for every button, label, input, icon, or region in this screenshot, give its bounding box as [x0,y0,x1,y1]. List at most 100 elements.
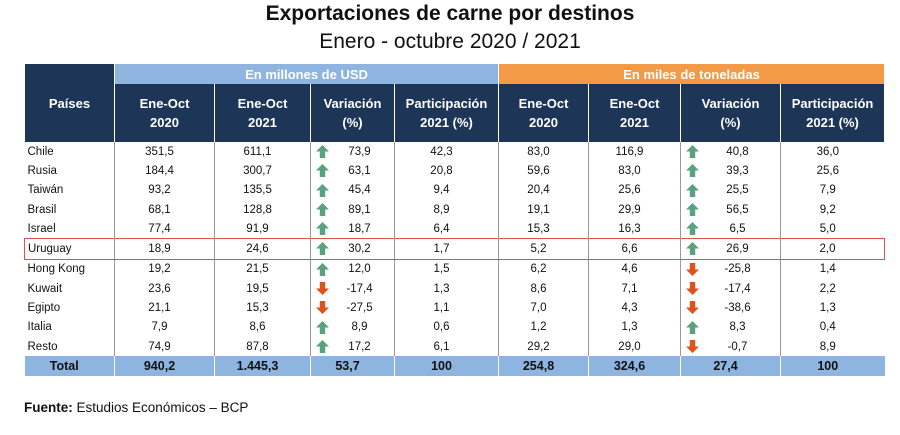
value-cell: 59,6 [498,161,589,181]
table-row: Rusia 184,4 300,7 63,1 20,8 59,6 83,0 39,3 25,6 [25,161,885,181]
column-header-line2: 2021 [248,115,277,130]
arrow-down-icon [686,262,699,276]
country-cell: Uruguay [24,238,115,260]
column-header: Ene-Oct 2020 [498,84,589,142]
arrow-up-icon [686,242,699,256]
country-cell: Brasil [27,203,57,216]
arrow-up-icon [686,183,699,197]
country-cell: Israel [27,222,56,235]
variation-cell: 26,9 [680,238,781,260]
variation-cell: 89,1 [310,199,395,220]
variation-cell: 45,4 [310,180,395,200]
value-cell: 24,6 [214,238,311,260]
value-cell: 83,0 [498,142,589,162]
variation-cell: -25,8 [680,259,781,280]
table-row: Brasil 68,1 128,8 89,1 8,9 19,1 29,9 56,5 9,2 [25,199,885,220]
value-cell: 351,5 [114,142,215,162]
variation-cell: 6,5 [680,219,781,239]
variation-cell: 40,8 [680,142,781,162]
country-cell: Hong Kong [27,263,86,276]
variation-value: 40,8 [726,145,749,158]
country-cell: Italia [27,321,52,334]
column-header: Ene-Oct 2021 [214,84,311,142]
arrow-up-icon [316,202,329,216]
column-header-line2: 2021 (%) [806,115,859,130]
value-cell: 6,1 [394,336,499,357]
arrow-up-icon [686,202,699,216]
country-cell: Resto [27,340,58,353]
column-header-line1: Ene-Oct [237,96,288,111]
value-cell: 1,3 [394,279,499,299]
arrow-up-icon [316,145,329,158]
arrow-up-icon [686,145,699,158]
variation-value: -17,4 [346,282,373,295]
arrow-up-icon [316,262,329,276]
value-cell: 19,2 [114,259,215,280]
column-header-line2: (%) [720,115,741,130]
value-cell: 23,6 [114,279,215,299]
arrow-up-icon [686,164,699,178]
country-cell: Kuwait [27,282,63,295]
value-cell: 20,8 [394,161,499,181]
variation-cell: -17,4 [680,279,781,299]
source-text: Estudios Económicos – BCP [76,400,249,415]
header-paises: Países [24,64,115,142]
variation-cell: 39,3 [680,161,781,181]
exports-table: Países En millones de USD En miles de to… [24,64,886,377]
table-row: Resto 74,9 87,8 17,2 6,1 29,2 29,0 -0,7 8,9 [25,336,885,357]
variation-value: 25,5 [726,184,749,197]
value-cell: 42,3 [394,142,499,162]
arrow-down-icon [686,282,699,296]
value-cell: 91,9 [214,219,311,239]
value-cell: 2,2 [779,279,885,299]
variation-cell: 18,7 [310,219,395,239]
value-cell: 20,4 [498,180,589,200]
value-cell: 77,4 [114,219,215,239]
variation-cell: 17,2 [310,336,395,357]
total-cell: 100 [779,356,885,377]
column-header: Participación 2021 (%) [779,84,886,142]
column-header-line1: Variación [701,96,760,111]
total-row: Total 940,2 1.445,3 53,7 100 254,8 324,6… [24,356,885,377]
table-row: Uruguay 18,9 24,6 30,2 1,7 5,2 6,6 26,9 2,0 [24,238,886,260]
value-cell: 2,0 [779,238,886,260]
value-cell: 5,0 [779,219,885,239]
country-cell: Chile [27,145,54,158]
arrow-up-icon [316,339,329,353]
table-row: Israel 77,4 91,9 18,7 6,4 15,3 16,3 6,5 5,0 [25,219,885,239]
column-header-line1: Participación [405,96,488,111]
value-cell: 21,5 [214,259,311,280]
column-header: Participación 2021 (%) [394,84,499,142]
value-cell: 21,1 [114,298,215,318]
variation-value: 26,9 [726,243,749,256]
value-cell: 74,9 [114,336,215,357]
value-cell: 83,0 [588,161,681,181]
value-cell: 4,3 [588,298,681,318]
variation-value: 30,2 [348,243,371,256]
column-header: Variación (%) [310,84,395,142]
value-cell: 1,3 [779,298,885,318]
arrow-up-icon [316,320,329,334]
value-cell: 4,6 [588,259,681,280]
variation-value: 17,2 [348,340,371,353]
value-cell: 93,2 [114,180,215,200]
group-header-usd: En millones de USD [114,64,499,84]
arrow-down-icon [316,301,329,315]
value-cell: 18,9 [114,238,215,260]
value-cell: 68,1 [114,199,215,220]
total-cell: 1.445,3 [214,356,311,377]
variation-value: 63,1 [348,164,371,177]
value-cell: 5,2 [498,238,589,260]
value-cell: 0,4 [779,317,885,337]
arrow-up-icon [316,183,329,197]
value-cell: 1,7 [394,238,499,260]
table-row: Chile 351,5 611,1 73,9 42,3 83,0 116,9 40,8 36,0 [25,142,885,162]
value-cell: 19,1 [498,199,589,220]
arrow-up-icon [316,164,329,178]
table-row: Italia 7,9 8,6 8,9 0,6 1,2 1,3 8,3 0,4 [25,317,885,337]
variation-value: -25,8 [724,263,751,276]
column-header: Ene-Oct 2021 [588,84,681,142]
value-cell: 300,7 [214,161,311,181]
table-row: Egipto 21,1 15,3 -27,5 1,1 7,0 4,3 -38,6 1,3 [25,298,885,318]
column-header-line1: Ene-Oct [518,96,569,111]
